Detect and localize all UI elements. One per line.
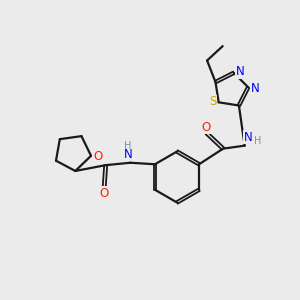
Text: N: N <box>250 82 259 95</box>
Text: N: N <box>236 65 245 78</box>
Text: N: N <box>124 148 132 161</box>
Text: N: N <box>244 131 253 144</box>
Text: H: H <box>254 136 261 146</box>
Text: H: H <box>124 141 132 151</box>
Text: O: O <box>93 151 102 164</box>
Text: O: O <box>100 187 109 200</box>
Text: S: S <box>209 95 216 108</box>
Text: O: O <box>202 121 211 134</box>
